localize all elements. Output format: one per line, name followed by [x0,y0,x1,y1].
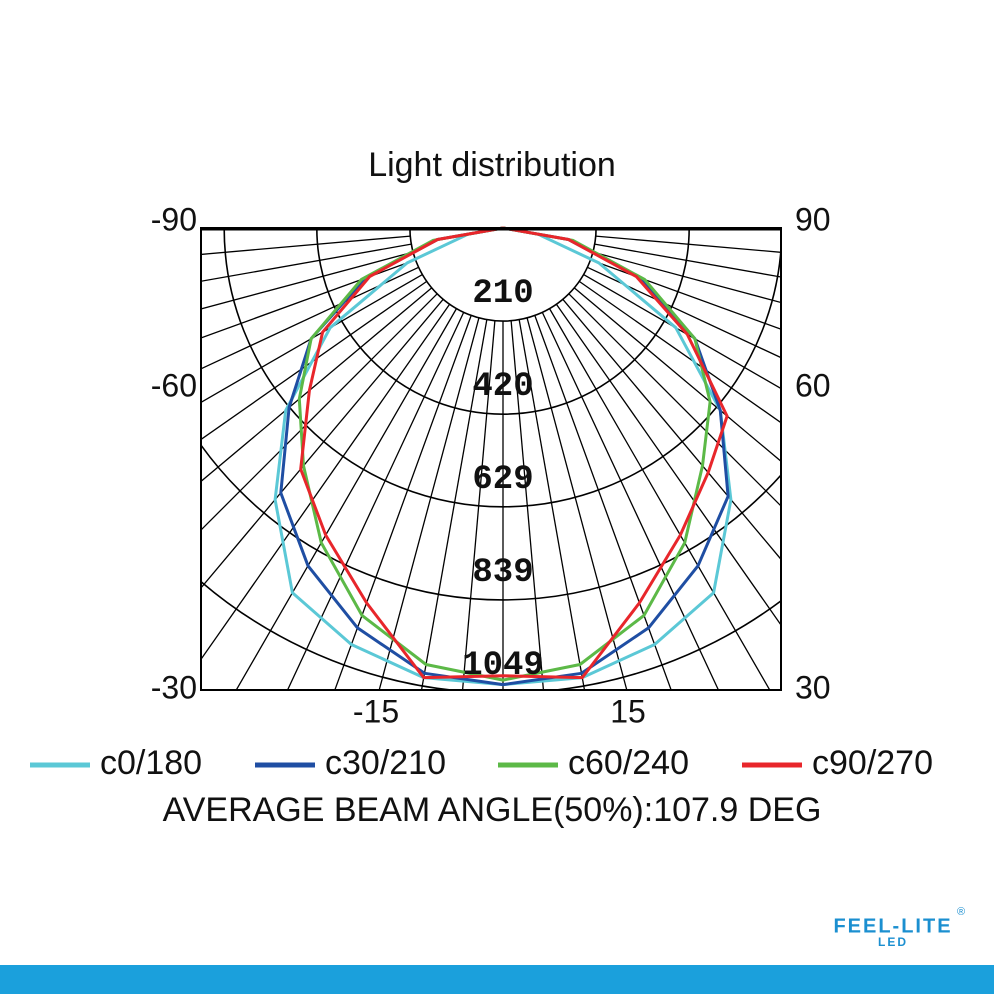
spoke [568,293,781,507]
spoke [334,315,472,690]
ring-label: 839 [472,554,533,592]
footer-bar [0,965,994,994]
ring-label: 1049 [462,647,544,685]
left-label: -30 [151,669,197,705]
chart-title: Light distribution [368,146,616,184]
curve [299,226,729,680]
logo-sub: LED [878,935,908,949]
left-label: -60 [151,367,197,403]
bottom-label: 15 [610,693,646,729]
spoke [541,312,720,690]
ring [316,228,690,415]
ring [223,228,781,508]
spoke [201,251,414,310]
legend: c0/180 c30/210 c60/240 c90/270 [30,744,933,782]
legend-label: c0/180 [100,744,202,782]
right-label: 60 [795,367,831,403]
ring-label: 210 [472,275,533,313]
spoke [201,280,428,441]
spoke [201,287,433,483]
right-label: 30 [795,669,831,705]
spoke [201,266,419,370]
spoke [578,280,781,424]
spoke [201,273,423,404]
spoke [518,319,586,690]
spoke [526,317,628,690]
spoke [595,235,781,253]
spoke [286,312,465,690]
right-label: 90 [795,201,831,237]
spoke [562,298,781,561]
annotation: AVERAGE BEAM ANGLE(50%):107.9 DEG [163,791,822,829]
ring [409,228,597,322]
spoke [201,303,451,661]
spoke [378,317,480,690]
spoke [201,293,438,531]
spoke [594,243,781,278]
ring [201,443,781,601]
spoke [235,308,458,690]
legend-label: c30/210 [325,744,446,782]
spoke [573,287,781,463]
spoke [590,259,781,330]
spoke [548,308,771,690]
spoke [201,259,416,339]
ring-label: 629 [472,461,533,499]
spoke [201,298,444,589]
legend-label: c60/240 [568,744,689,782]
spoke [201,235,411,256]
spoke [592,251,781,304]
spoke [420,319,488,690]
spoke [201,243,412,282]
curves [273,226,733,687]
spoke [534,315,672,690]
ring-label: 420 [472,368,533,406]
legend-label: c90/270 [812,744,933,782]
logo-mark: ® [957,906,965,918]
logo-name: FEEL-LITE [833,915,952,937]
spoke [587,266,781,359]
spoke [555,303,781,627]
left-label: -90 [151,201,197,237]
curve [297,226,712,682]
bottom-label: -15 [353,693,399,729]
